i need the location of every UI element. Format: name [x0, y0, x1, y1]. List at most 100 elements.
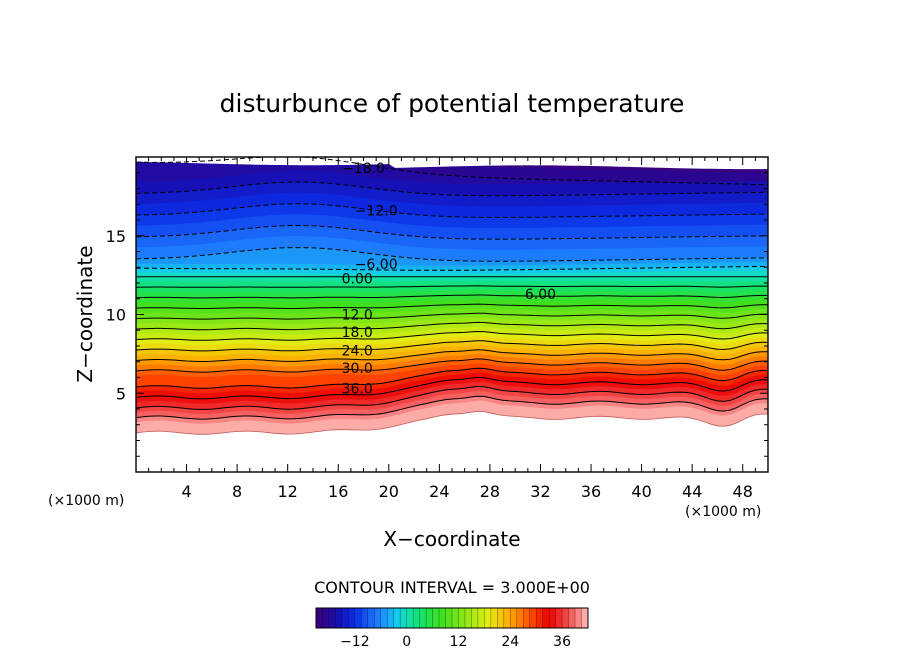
x-unit-right: (×1000 m): [685, 504, 761, 520]
contour-line: [136, 203, 768, 218]
colorbar-band: [348, 608, 356, 628]
colorbar-band: [549, 608, 557, 628]
colorbar-band: [510, 608, 518, 628]
colorbar-band: [380, 608, 388, 628]
colorbar-band: [568, 608, 576, 628]
contour-label: −6.00: [355, 257, 398, 273]
colorbar-band: [497, 608, 505, 628]
x-tick-label: 16: [328, 482, 348, 501]
x-tick-label: 8: [232, 482, 242, 501]
colorbar-ticks: −12 0 12 24 36: [340, 634, 571, 650]
contour-label: 30.0: [342, 361, 373, 377]
colorbar-band: [581, 608, 589, 628]
contour-label: 12.0: [342, 308, 373, 324]
contour-label: 24.0: [342, 344, 373, 360]
colorbar-band: [354, 608, 362, 628]
contour-lines: [136, 157, 768, 435]
colorbar-band: [419, 608, 427, 628]
contour-line: [136, 312, 768, 320]
colorbar-band: [316, 608, 323, 628]
x-tick-label: 44: [682, 482, 702, 501]
contour-line: [136, 395, 768, 420]
contour-line: [136, 285, 768, 288]
contour-line: [136, 265, 768, 271]
x-tick-label: 20: [379, 482, 399, 501]
contour-line: [136, 367, 768, 389]
x-axis-label: X−coordinate: [383, 527, 520, 551]
colorbar-tick-label: 24: [501, 634, 519, 650]
contour-line: [136, 376, 768, 400]
colorbar-band: [471, 608, 479, 628]
colorbar-band: [361, 608, 369, 628]
y-tick-label: 15: [106, 227, 126, 246]
colorbar-band: [335, 608, 343, 628]
contour-line: [136, 303, 768, 309]
chart-title: disturbunce of potential temperature: [220, 89, 685, 118]
colorbar-band: [426, 608, 433, 628]
y-tick-label: 10: [106, 306, 126, 325]
colorbar-frame: [315, 607, 589, 629]
contour-line: [136, 321, 768, 331]
colorbar-band: [562, 608, 569, 628]
colorbar-band: [555, 608, 563, 628]
colorbar-band: [464, 608, 472, 628]
y-axis-label: Z−coordinate: [73, 245, 97, 382]
colorbar-band: [542, 608, 550, 628]
x-tick-label: 32: [530, 482, 550, 501]
contour-label: −12.0: [355, 204, 398, 220]
colorbar-band: [523, 608, 531, 628]
contour-line: [136, 294, 768, 299]
colorbar-tick-label: 12: [450, 634, 468, 650]
colorbar-band: [413, 608, 421, 628]
contour-line: [136, 157, 768, 186]
colorbar-band: [516, 608, 524, 628]
x-tick-label: 40: [631, 482, 651, 501]
contour-line: [136, 225, 768, 240]
colorbar-band: [536, 608, 544, 628]
contour-line: [136, 181, 768, 197]
colorbar-band: [374, 608, 382, 628]
colorbar-band: [484, 608, 492, 628]
contour-labels: −18.0 −12.0 −6.000.00 6.00 12.018.0 24.030.0 3…: [342, 161, 556, 398]
x-tick-label: 12: [278, 482, 298, 501]
x-tick-label: 36: [581, 482, 601, 501]
colorbar-band: [387, 608, 395, 628]
colorbar-tick-label: 0: [402, 634, 411, 650]
field-bottom-edge: [136, 410, 768, 435]
colorbar-bands: [315, 608, 589, 628]
colorbar-band: [432, 608, 440, 628]
contour-line: [136, 340, 768, 352]
colorbar-band: [529, 608, 537, 628]
x-tick-label: 48: [733, 482, 753, 501]
contour-label: 6.00: [525, 287, 556, 303]
y-tick-label: 5: [116, 384, 126, 403]
contour-label: 18.0: [342, 325, 373, 341]
contour-line: [136, 349, 768, 362]
colorbar-band: [400, 608, 408, 628]
field-top-gap: [136, 157, 768, 170]
colorbar-band: [575, 608, 582, 628]
x-tick-label: 4: [181, 482, 191, 501]
colorbar-band: [406, 608, 414, 628]
colorbar-band: [452, 608, 459, 628]
colorbar-band: [367, 608, 375, 628]
colorbar-band: [490, 608, 498, 628]
plot-area: −18.0 −12.0 −6.000.00 6.00 12.018.0 24.030.0 3…: [106, 156, 769, 501]
colorbar-band: [328, 608, 336, 628]
x-tick-label: 24: [429, 482, 449, 501]
contour-line: [136, 358, 768, 373]
x-unit-left: (×1000 m): [48, 493, 124, 509]
colorbar-band: [393, 608, 401, 628]
colorbar-tick-label: 36: [553, 634, 571, 650]
contour-interval-text: CONTOUR INTERVAL = 3.000E+00: [314, 578, 590, 597]
contour-label: 0.00: [342, 271, 373, 287]
colorbar-band: [439, 608, 446, 628]
contour-line: [136, 247, 768, 262]
colorbar-band: [503, 608, 511, 628]
contour-line: [136, 385, 768, 410]
colorbar-band: [322, 608, 330, 628]
colorbar-band: [445, 608, 453, 628]
colorbar-tick-label: −12: [340, 634, 370, 650]
contour-label: −18.0: [342, 161, 385, 177]
